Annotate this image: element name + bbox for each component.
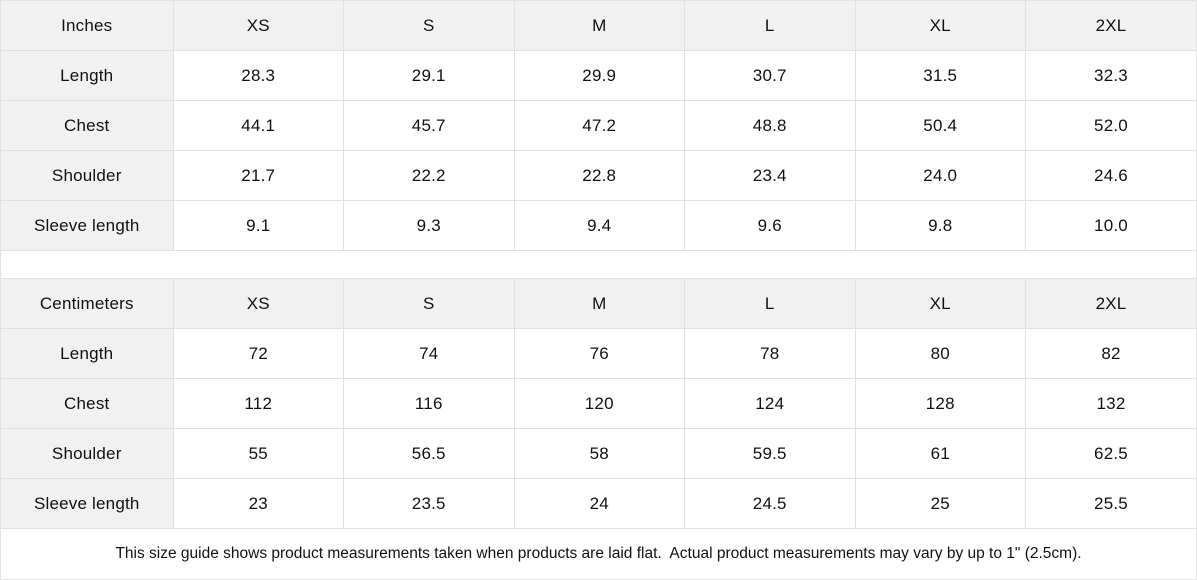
measurement-value-cell: 22.2 (343, 150, 515, 201)
size-header-cell: S (343, 1, 515, 51)
measurement-row: Length 28.3 29.1 29.9 30.7 31.5 32.3 (1, 50, 1196, 101)
size-header-row: Centimeters XS S M L XL 2XL (1, 278, 1196, 329)
measurement-row: Chest 44.1 45.7 47.2 48.8 50.4 52.0 (1, 100, 1196, 151)
measurement-value-cell: 80 (854, 328, 1026, 379)
measurement-value-cell: 22.8 (513, 150, 685, 201)
measurement-value-cell: 48.8 (684, 100, 856, 151)
measurement-value-cell: 21.7 (172, 150, 344, 201)
table-gap-spacer (1, 251, 1196, 278)
measurement-value-cell: 28.3 (172, 50, 344, 101)
measurement-value-cell: 74 (343, 328, 515, 379)
measurement-row: Shoulder 21.7 22.2 22.8 23.4 24.0 24.6 (1, 150, 1196, 201)
measurement-value-cell: 23 (172, 478, 344, 529)
size-header-cell: S (343, 278, 515, 329)
measurement-label-cell: Chest (1, 378, 174, 429)
measurement-label-cell: Sleeve length (1, 200, 174, 251)
measurement-value-cell: 24 (513, 478, 685, 529)
measurement-value-cell: 29.1 (343, 50, 515, 101)
measurement-value-cell: 52.0 (1025, 100, 1196, 151)
measurement-value-cell: 24.5 (684, 478, 856, 529)
measurement-row: Chest 112 116 120 124 128 132 (1, 378, 1196, 429)
measurement-value-cell: 78 (684, 328, 856, 379)
measurement-value-cell: 58 (513, 428, 685, 479)
measurement-value-cell: 124 (684, 378, 856, 429)
measurement-value-cell: 44.1 (172, 100, 344, 151)
measurement-value-cell: 24.0 (854, 150, 1026, 201)
measurement-value-cell: 9.4 (513, 200, 685, 251)
measurement-label-cell: Shoulder (1, 428, 174, 479)
size-header-cell: 2XL (1025, 1, 1196, 51)
measurement-value-cell: 50.4 (854, 100, 1026, 151)
size-header-cell: L (684, 1, 856, 51)
centimeters-size-table: Centimeters XS S M L XL 2XL Length 72 74 76 78 80 82 C… (1, 278, 1196, 529)
measurement-value-cell: 25.5 (1025, 478, 1196, 529)
measurement-row: Sleeve length 23 23.5 24 24.5 25 25.5 (1, 478, 1196, 529)
measurement-row: Sleeve length 9.1 9.3 9.4 9.6 9.8 10.0 (1, 200, 1196, 251)
measurement-value-cell: 23.4 (684, 150, 856, 201)
size-header-row: Inches XS S M L XL 2XL (1, 1, 1196, 51)
measurement-value-cell: 128 (854, 378, 1026, 429)
measurement-value-cell: 24.6 (1025, 150, 1196, 201)
unit-label-cell: Inches (1, 1, 174, 51)
measurement-value-cell: 9.6 (684, 200, 856, 251)
measurement-value-cell: 29.9 (513, 50, 685, 101)
size-header-cell: M (513, 278, 685, 329)
measurement-label-cell: Chest (1, 100, 174, 151)
measurement-value-cell: 10.0 (1025, 200, 1196, 251)
size-header-cell: L (684, 278, 856, 329)
measurement-value-cell: 9.8 (854, 200, 1026, 251)
size-header-cell: XL (854, 278, 1026, 329)
measurement-value-cell: 55 (172, 428, 344, 479)
measurement-value-cell: 47.2 (513, 100, 685, 151)
size-header-cell: XL (854, 1, 1026, 51)
size-header-cell: M (513, 1, 685, 51)
measurement-value-cell: 132 (1025, 378, 1196, 429)
size-header-cell: 2XL (1025, 278, 1196, 329)
inches-size-table: Inches XS S M L XL 2XL Length 28.3 29.1 29.9 30.7 31… (1, 1, 1196, 251)
measurement-row: Shoulder 55 56.5 58 59.5 61 62.5 (1, 428, 1196, 479)
measurement-value-cell: 61 (854, 428, 1026, 479)
measurement-label-cell: Length (1, 50, 174, 101)
measurement-label-cell: Shoulder (1, 150, 174, 201)
measurement-value-cell: 9.1 (172, 200, 344, 251)
measurement-row: Length 72 74 76 78 80 82 (1, 328, 1196, 379)
measurement-value-cell: 9.3 (343, 200, 515, 251)
measurement-value-cell: 59.5 (684, 428, 856, 479)
size-header-cell: XS (172, 1, 344, 51)
measurement-value-cell: 56.5 (343, 428, 515, 479)
measurement-value-cell: 76 (513, 328, 685, 379)
measurement-value-cell: 32.3 (1025, 50, 1196, 101)
size-guide-disclaimer: This size guide shows product measuremen… (1, 529, 1196, 579)
measurement-value-cell: 120 (513, 378, 685, 429)
measurement-value-cell: 72 (172, 328, 344, 379)
measurement-value-cell: 23.5 (343, 478, 515, 529)
measurement-value-cell: 45.7 (343, 100, 515, 151)
measurement-value-cell: 112 (172, 378, 344, 429)
size-header-cell: XS (172, 278, 344, 329)
measurement-value-cell: 30.7 (684, 50, 856, 101)
measurement-value-cell: 116 (343, 378, 515, 429)
measurement-value-cell: 82 (1025, 328, 1196, 379)
measurement-value-cell: 31.5 (854, 50, 1026, 101)
measurement-label-cell: Length (1, 328, 174, 379)
measurement-label-cell: Sleeve length (1, 478, 174, 529)
measurement-value-cell: 62.5 (1025, 428, 1196, 479)
unit-label-cell: Centimeters (1, 278, 174, 329)
measurement-value-cell: 25 (854, 478, 1026, 529)
